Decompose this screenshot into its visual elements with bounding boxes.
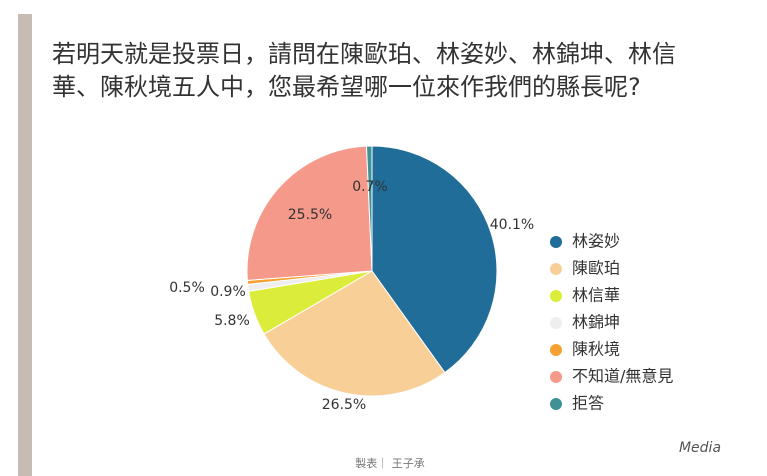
legend-marker bbox=[550, 290, 562, 302]
legend-marker bbox=[550, 344, 562, 356]
side-bar bbox=[18, 14, 32, 476]
pie-slice bbox=[371, 145, 498, 374]
data-label: 5.8% bbox=[214, 313, 250, 329]
data-label: 25.5% bbox=[288, 207, 332, 223]
chart-title: 若明天就是投票日，請問在陳歐珀、林姿妙、林錦坤、林信華、陳秋境五人中，您最希望哪… bbox=[52, 40, 676, 101]
data-label: 0.7% bbox=[352, 179, 388, 195]
legend-marker bbox=[550, 317, 562, 329]
legend-label: 拒答 bbox=[572, 394, 604, 413]
pie-slice bbox=[365, 145, 373, 272]
legend-marker bbox=[550, 371, 562, 383]
pie-slice bbox=[263, 270, 446, 397]
legend-marker bbox=[550, 236, 562, 248]
legend-label: 陳秋境 bbox=[572, 340, 620, 359]
footer: 製表｜ 王子承 bbox=[355, 456, 425, 470]
legend-label: 林姿妙 bbox=[572, 232, 620, 251]
legend-marker bbox=[550, 263, 562, 275]
pie-slice bbox=[246, 145, 373, 281]
data-label: 0.9% bbox=[210, 284, 246, 300]
data-label: 40.1% bbox=[490, 217, 534, 233]
legend-label: 陳歐珀 bbox=[572, 259, 620, 278]
data-label: 26.5% bbox=[322, 397, 366, 413]
data-label: 0.5% bbox=[169, 280, 205, 296]
legend-label: 不知道/無意見 bbox=[572, 367, 673, 386]
legend-label: 林錦坤 bbox=[572, 313, 620, 332]
logo: Media bbox=[679, 440, 721, 456]
legend-label: 林信華 bbox=[572, 286, 620, 305]
legend-marker bbox=[550, 398, 562, 410]
